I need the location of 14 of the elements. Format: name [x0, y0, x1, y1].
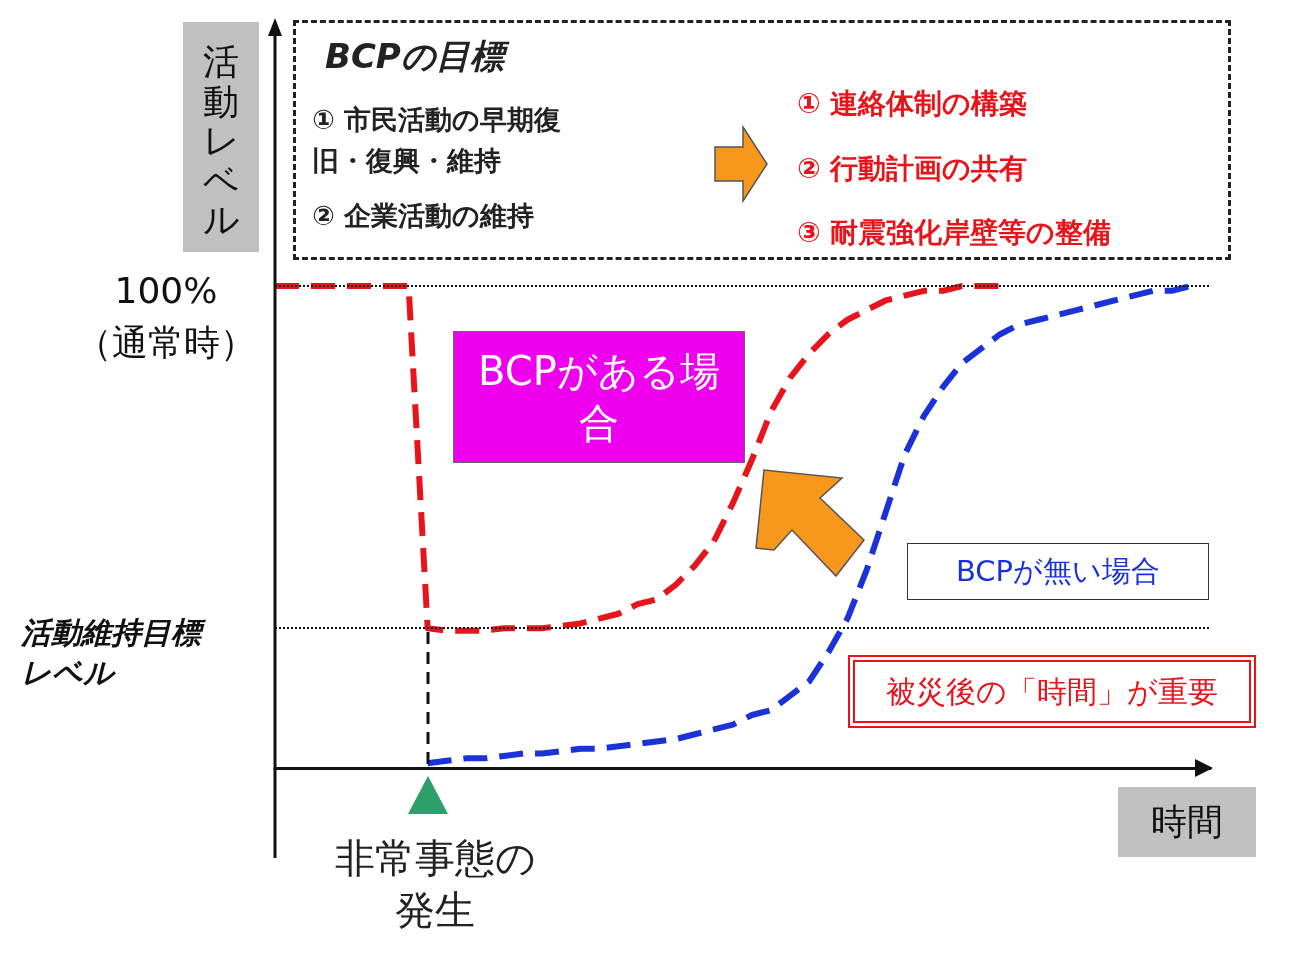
annotation: 被災後の「時間」が重要	[885, 673, 1219, 711]
y-axis-title: 活動レベル	[202, 41, 240, 241]
text: ② 企業活動の維持	[312, 199, 535, 233]
text: ③ 耐震強化岸壁等の整備	[797, 215, 1112, 251]
ref-line-label: 100% （通常時）	[76, 269, 256, 363]
series-label: BCPがある場合	[477, 347, 721, 448]
x-axis-title: 時間	[1151, 799, 1223, 844]
text: 非常事態の発生	[333, 834, 537, 935]
text: ② 行動計画の共有	[797, 151, 1028, 187]
text: ① 市民活動の早期復旧・復興・維持	[312, 103, 563, 178]
text: ① 連絡体制の構築	[797, 86, 1028, 122]
ref-line-label: 活動維持目標レベル	[20, 614, 206, 690]
label-box: BCPがある場合	[453, 331, 745, 463]
label-box: BCPが無い場合	[907, 543, 1209, 600]
